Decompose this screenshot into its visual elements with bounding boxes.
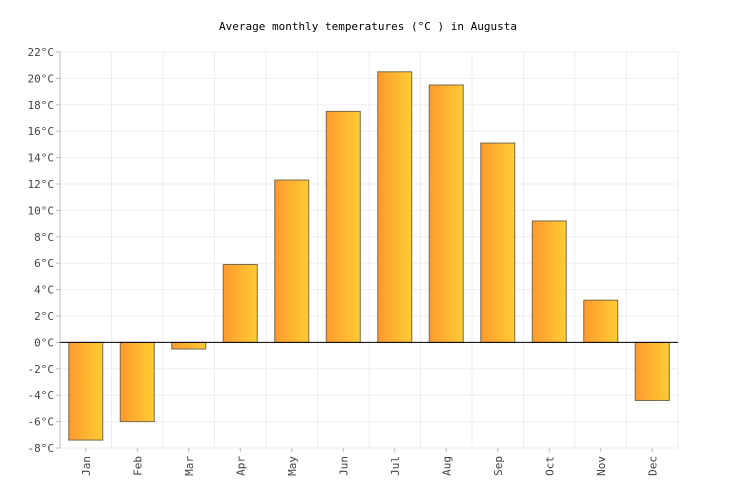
y-tick-label: 8°C (34, 231, 54, 244)
y-tick-label: 4°C (34, 284, 54, 297)
y-tick-label: 22°C (28, 46, 55, 59)
axes (56, 51, 678, 452)
y-tick-label: 14°C (28, 152, 55, 165)
x-tick-label: Jan (80, 456, 93, 476)
bar-jul (377, 71, 413, 343)
y-tick-label: 18°C (28, 99, 55, 112)
bar-dec (634, 341, 670, 401)
y-tick-label: 6°C (34, 257, 54, 270)
y-tick-label: 10°C (28, 204, 55, 217)
bar-oct (531, 220, 567, 343)
bar-jun (325, 110, 361, 343)
bar-apr (222, 264, 258, 343)
y-tick-label: -4°C (28, 389, 55, 402)
y-tick-label: 20°C (28, 72, 55, 85)
x-tick-label: Apr (234, 456, 247, 476)
y-tick-label: 12°C (28, 178, 55, 191)
y-tick-label: 0°C (34, 336, 54, 349)
x-tick-label: Mar (183, 456, 196, 476)
y-tick-label: 16°C (28, 125, 55, 138)
y-tick-label: 2°C (34, 310, 54, 323)
x-tick-label: Aug (440, 456, 453, 476)
bar-may (274, 179, 310, 343)
bars (68, 71, 670, 441)
y-tick-label: -8°C (28, 442, 55, 455)
x-tick-label: Jul (389, 456, 402, 476)
x-tick-label: May (286, 456, 299, 476)
x-tick-label: Sep (492, 456, 505, 476)
x-tick-label: Nov (595, 456, 608, 476)
chart-title: Average monthly temperatures (°C ) in Au… (218, 20, 517, 33)
bar-feb (119, 341, 155, 423)
y-tick-label: -2°C (28, 363, 55, 376)
y-tick-label: -6°C (28, 416, 55, 429)
bar-aug (428, 84, 464, 343)
bar-jan (68, 341, 104, 441)
bar-sep (480, 142, 516, 343)
x-tick-label: Feb (131, 456, 144, 476)
bar-nov (583, 299, 619, 343)
x-tick-label: Oct (543, 456, 556, 476)
bar-mar (171, 341, 207, 350)
x-tick-label: Dec (646, 456, 659, 476)
gridlines (59, 51, 679, 449)
tick-labels: -8°C -6°C -4°C -2°C 0°C 2°C 4°C 6°C 8°C 10°C 12°C 1… (28, 46, 660, 476)
x-tick-label: Jun (337, 456, 350, 476)
